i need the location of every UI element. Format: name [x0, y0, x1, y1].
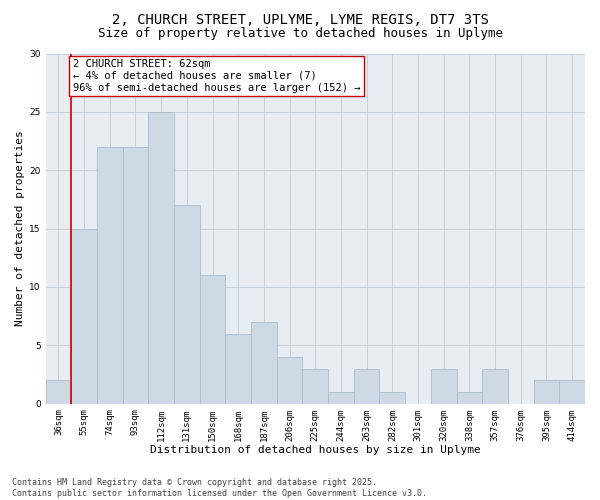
- Bar: [328, 392, 354, 404]
- Bar: [200, 276, 226, 404]
- Bar: [97, 147, 122, 404]
- Bar: [379, 392, 405, 404]
- Y-axis label: Number of detached properties: Number of detached properties: [15, 130, 25, 326]
- Bar: [482, 368, 508, 404]
- Text: Contains HM Land Registry data © Crown copyright and database right 2025.
Contai: Contains HM Land Registry data © Crown c…: [12, 478, 427, 498]
- Bar: [251, 322, 277, 404]
- Bar: [148, 112, 174, 404]
- Bar: [71, 228, 97, 404]
- X-axis label: Distribution of detached houses by size in Uplyme: Distribution of detached houses by size …: [150, 445, 481, 455]
- Bar: [174, 206, 200, 404]
- Bar: [226, 334, 251, 404]
- Bar: [277, 357, 302, 404]
- Bar: [457, 392, 482, 404]
- Bar: [122, 147, 148, 404]
- Text: 2, CHURCH STREET, UPLYME, LYME REGIS, DT7 3TS: 2, CHURCH STREET, UPLYME, LYME REGIS, DT…: [112, 12, 488, 26]
- Text: 2 CHURCH STREET: 62sqm
← 4% of detached houses are smaller (7)
96% of semi-detac: 2 CHURCH STREET: 62sqm ← 4% of detached …: [73, 60, 360, 92]
- Bar: [354, 368, 379, 404]
- Bar: [559, 380, 585, 404]
- Text: Size of property relative to detached houses in Uplyme: Size of property relative to detached ho…: [97, 28, 503, 40]
- Bar: [431, 368, 457, 404]
- Bar: [302, 368, 328, 404]
- Bar: [46, 380, 71, 404]
- Bar: [533, 380, 559, 404]
